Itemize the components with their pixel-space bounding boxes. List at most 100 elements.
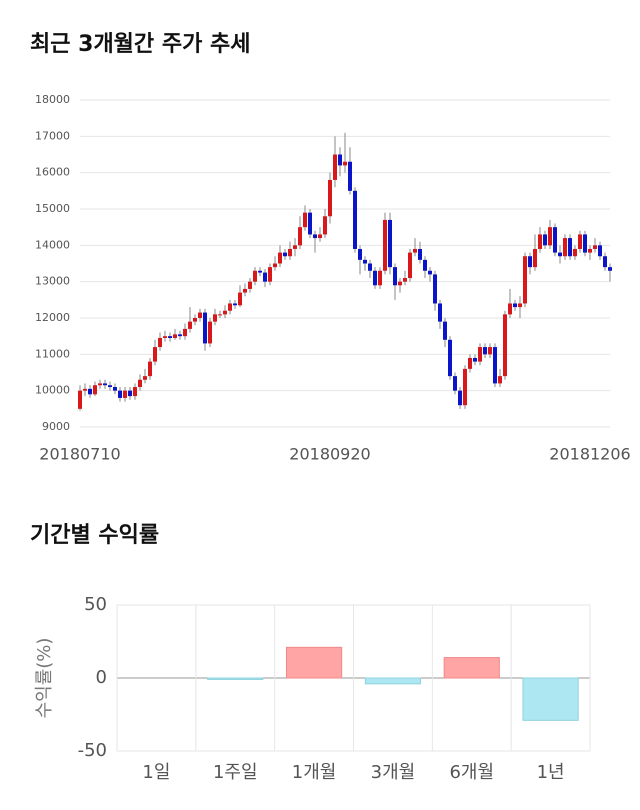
candle-body <box>353 190 357 249</box>
y-tick-label: 0 <box>96 667 107 688</box>
bar <box>443 657 500 679</box>
candle-body <box>573 248 577 257</box>
y-tick-label: 12000 <box>35 311 70 324</box>
bar <box>285 646 343 679</box>
y-tick-label: 50 <box>84 594 107 615</box>
candle-body <box>188 321 192 329</box>
candle-body <box>453 376 457 391</box>
candle-body <box>318 234 322 239</box>
candle-body <box>168 336 172 338</box>
candle-body <box>478 347 482 362</box>
candle-body <box>493 347 497 384</box>
candle-body <box>508 303 512 315</box>
bar <box>522 677 579 721</box>
y-tick-label: 13000 <box>35 275 70 288</box>
candle-body <box>523 256 527 304</box>
candle-body <box>598 245 602 257</box>
candle-body <box>373 270 377 286</box>
candle-body <box>463 368 467 406</box>
candle-body <box>83 388 87 391</box>
candle-body <box>533 248 537 268</box>
candle-body <box>313 234 317 239</box>
candle-body <box>293 245 297 249</box>
candle-body <box>123 390 127 398</box>
candle-body <box>118 390 122 398</box>
candle-body <box>363 259 367 264</box>
x-tick-label: 3개월 <box>371 762 416 783</box>
y-tick-label: 11000 <box>35 347 70 360</box>
candle-body <box>398 281 402 286</box>
candle-body <box>593 245 597 249</box>
candle-body <box>288 248 292 257</box>
candle-body <box>558 252 562 257</box>
candle-body <box>473 357 477 362</box>
x-tick-label: 20180710 <box>39 445 120 464</box>
candle-body <box>323 216 327 235</box>
candle-body <box>548 227 552 246</box>
candle-body <box>483 347 487 355</box>
candle-body <box>178 334 182 337</box>
y-tick-label: 14000 <box>35 238 70 251</box>
candle-body <box>608 267 612 271</box>
candle-body <box>208 321 212 344</box>
candle-body <box>458 390 462 406</box>
candle-body <box>418 248 422 260</box>
y-tick-label: 16000 <box>35 166 70 179</box>
candle-body <box>278 252 282 264</box>
candle-body <box>78 390 82 409</box>
candle-body <box>88 388 92 395</box>
chart-title: 최근 3개월간 주가 추세 <box>30 32 250 57</box>
candle-body <box>393 267 397 286</box>
candle-body <box>498 376 502 384</box>
candle-body <box>333 154 337 180</box>
candle-body <box>588 248 592 253</box>
candle-body <box>233 303 237 306</box>
candle-body <box>328 179 332 217</box>
candle-body <box>268 267 272 282</box>
candle-body <box>423 259 427 271</box>
candle-body <box>273 263 277 268</box>
y-tick-label: -50 <box>78 740 107 761</box>
candle-body <box>143 376 147 380</box>
candle-body <box>438 303 442 322</box>
candle-body <box>443 321 447 340</box>
candle-body <box>408 252 412 279</box>
candle-body <box>213 314 217 322</box>
candle-body <box>603 256 607 268</box>
candle-body <box>193 318 197 322</box>
candle-body <box>338 154 342 166</box>
candle-body <box>378 270 382 286</box>
candle-body <box>413 248 417 253</box>
candle-body <box>248 281 252 289</box>
candle-body <box>203 312 207 344</box>
candle-body <box>528 256 532 268</box>
x-tick-label: 20181206 <box>549 445 630 464</box>
candle-body <box>578 234 582 249</box>
candle-body <box>133 387 137 397</box>
candle-body <box>113 387 117 391</box>
candle-body <box>223 310 227 315</box>
candle-body <box>563 238 567 257</box>
candle-body <box>368 263 372 271</box>
candle-body <box>308 212 312 235</box>
candle-body <box>468 357 472 369</box>
candle-body <box>153 347 157 362</box>
x-tick-label: 1주일 <box>213 762 258 783</box>
candle-body <box>553 227 557 253</box>
candle-body <box>428 270 432 275</box>
candle-body <box>138 379 142 388</box>
y-tick-label: 15000 <box>35 202 70 215</box>
y-tick-label: 18000 <box>35 93 70 106</box>
y-tick-label: 9000 <box>42 420 70 433</box>
x-tick-label: 1년 <box>537 762 565 783</box>
x-tick-label: 1개월 <box>292 762 337 783</box>
y-axis-label: 수익률(%) <box>34 638 55 719</box>
candle-body <box>258 270 262 273</box>
candle-body <box>518 303 522 308</box>
chart-title: 기간별 수익률 <box>30 523 159 548</box>
candle-body <box>228 303 232 311</box>
candle-body <box>488 347 492 355</box>
candle-body <box>93 385 97 395</box>
bar <box>364 677 422 685</box>
